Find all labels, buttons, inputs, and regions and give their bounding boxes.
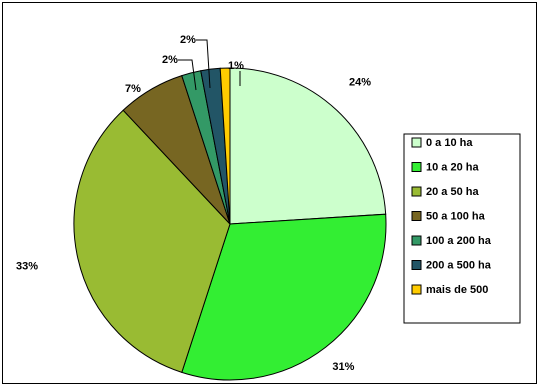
percent-label-10-a-20-ha: 31% xyxy=(332,361,354,373)
legend-label-20-a-50-ha: 20 a 50 ha xyxy=(426,186,479,198)
legend-label-mais-de-500: mais de 500 xyxy=(426,284,488,296)
pie-slice-mais-de-500 xyxy=(219,67,231,225)
legend-swatch-100-a-200-ha xyxy=(411,235,422,246)
legend-label-100-a-200-ha: 100 a 200 ha xyxy=(426,235,492,247)
legend-swatch-mais-de-500 xyxy=(411,284,422,295)
pie-slice-20-a-50-ha xyxy=(73,109,231,373)
percent-label-20-a-50-ha: 33% xyxy=(16,260,38,272)
legend-swatch-50-a-100-ha xyxy=(411,211,422,221)
legend-box xyxy=(403,133,521,324)
leader-line-200-a-500-ha xyxy=(196,39,211,89)
legend-label-10-a-20-ha: 10 a 20 ha xyxy=(426,162,479,174)
legend-swatch-10-a-20-ha xyxy=(411,162,422,172)
percent-label-100-a-200-ha: 2% xyxy=(162,54,178,66)
legend-swatch-200-a-500-ha xyxy=(411,260,422,270)
legend-swatch-0-a-10-ha xyxy=(411,137,422,148)
percent-label-200-a-500-ha: 2% xyxy=(180,34,196,46)
leader-lines xyxy=(178,39,241,91)
legend: 0 a 10 ha 10 a 20 ha 20 a 50 ha 50 a 100 ha… xyxy=(403,133,521,324)
legend-items: 0 a 10 ha 10 a 20 ha 20 a 50 ha 50 a 100 ha… xyxy=(411,137,492,296)
percent-labels: 24% 31% 33% 7% 2%2% 1% xyxy=(16,34,371,373)
pie-slices xyxy=(73,67,387,381)
percent-label-50-a-100-ha: 7% xyxy=(125,83,141,95)
leader-line-100-a-200-ha xyxy=(178,59,197,91)
legend-label-50-a-100-ha: 50 a 100 ha xyxy=(426,211,486,223)
legend-label-0-a-10-ha: 0 a 10 ha xyxy=(426,137,473,149)
percent-label-mais-de-500: 1% xyxy=(228,60,244,72)
pie-slice-0-a-10-ha xyxy=(229,67,387,225)
legend-swatch-20-a-50-ha xyxy=(411,186,422,197)
legend-label-200-a-500-ha: 200 a 500 ha xyxy=(426,260,492,272)
percent-label-0-a-10-ha: 24% xyxy=(349,76,371,88)
pie-slice-10-a-20-ha xyxy=(181,213,387,381)
